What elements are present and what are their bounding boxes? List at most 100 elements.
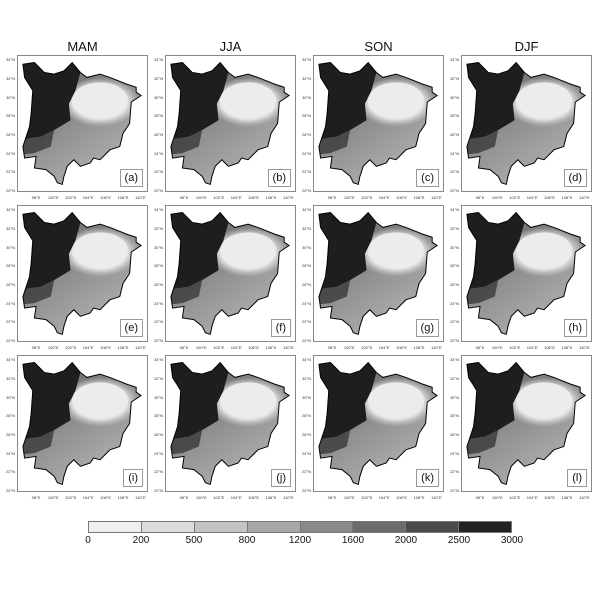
lon-tick-label: 100°E (491, 495, 503, 500)
colorbar-tick-label: 0 (85, 535, 91, 546)
lon-tick-label: 106°E (248, 495, 260, 500)
lon-tick-label: 100°E (491, 345, 503, 350)
lon-tick-label: 106°E (248, 195, 260, 200)
lat-tick-label: 34°N (6, 357, 15, 363)
lat-tick-label: 22°N (450, 319, 459, 325)
lat-tick-label: 20°N (6, 188, 15, 193)
lat-tick-label: 32°N (302, 375, 311, 381)
lat-tick-label: 22°N (154, 319, 163, 325)
panel-label: (h) (563, 319, 587, 337)
lat-tick-label: 34°N (154, 57, 163, 63)
lat-tick-label: 26°N (6, 281, 15, 287)
lat-tick-label: 32°N (154, 75, 163, 81)
colorbar-swatch (406, 522, 460, 532)
lon-tick-label: 106°E (396, 495, 408, 500)
lat-tick-label: 24°N (450, 300, 459, 306)
lon-tick-label: 110°E (431, 495, 442, 500)
panel-label: (j) (271, 469, 291, 487)
colorbar-tick-label: 1600 (341, 535, 365, 546)
lon-tick-label: 100°E (47, 345, 59, 350)
lon-tick-label: 102°E (509, 195, 521, 200)
lon-tick-label: 110°E (431, 345, 442, 350)
colorbar-swatch (459, 522, 511, 532)
map-panel: (l) (461, 355, 592, 492)
column-title: MAM (67, 39, 98, 54)
map-panel: (j) (165, 355, 296, 492)
lat-tick-label: 24°N (302, 300, 311, 306)
lon-tick-label: 100°E (195, 345, 207, 350)
lat-tick-label: 24°N (6, 300, 15, 306)
lon-tick-label: 110°E (135, 195, 146, 200)
lat-tick-label: 30°N (6, 94, 15, 100)
lon-tick-label: 98°E (179, 195, 189, 200)
lon-tick-label: 104°E (230, 345, 242, 350)
lon-tick-label: 100°E (47, 195, 59, 200)
lat-tick-label: 28°N (154, 413, 163, 419)
map-panel: (b) (165, 55, 296, 192)
lon-tick-label: 110°E (283, 345, 294, 350)
colorbar-swatch (141, 522, 195, 532)
map-panel: (d) (461, 55, 592, 192)
lat-tick-label: 32°N (154, 375, 163, 381)
map-panel: (e) (17, 205, 148, 342)
lat-tick-label: 22°N (302, 319, 311, 325)
lat-tick-label: 28°N (6, 113, 15, 119)
lat-tick-label: 30°N (302, 94, 311, 100)
lat-tick-label: 32°N (450, 225, 459, 231)
lat-tick-label: 20°N (6, 338, 15, 343)
map-panel: (h) (461, 205, 592, 342)
lat-tick-label: 22°N (6, 169, 15, 175)
lon-tick-label: 110°E (579, 195, 590, 200)
lat-tick-label: 22°N (450, 469, 459, 475)
lon-tick-label: 108°E (413, 195, 425, 200)
lon-tick-label: 102°E (361, 345, 373, 350)
lon-tick-label: 98°E (327, 495, 337, 500)
lon-tick-label: 98°E (179, 345, 189, 350)
lat-tick-label: 24°N (302, 150, 311, 156)
panel-label: (k) (416, 469, 439, 487)
panel-label: (b) (267, 169, 291, 187)
lon-tick-label: 98°E (31, 195, 41, 200)
lat-tick-label: 26°N (450, 431, 459, 437)
lat-tick-label: 30°N (6, 394, 15, 400)
lat-tick-label: 30°N (302, 394, 311, 400)
lat-tick-label: 22°N (6, 469, 15, 475)
map-panel: (f) (165, 205, 296, 342)
lat-tick-label: 32°N (6, 225, 15, 231)
lon-tick-label: 104°E (378, 345, 390, 350)
panel-label: (f) (270, 319, 291, 337)
lat-tick-label: 22°N (302, 169, 311, 175)
lat-tick-label: 20°N (302, 488, 311, 493)
lat-tick-label: 28°N (302, 113, 311, 119)
lon-tick-label: 106°E (544, 195, 556, 200)
lon-tick-label: 100°E (491, 195, 503, 200)
lon-tick-label: 98°E (327, 345, 337, 350)
lat-tick-label: 34°N (6, 207, 15, 213)
lat-tick-label: 28°N (302, 263, 311, 269)
lat-tick-label: 34°N (154, 357, 163, 363)
lat-tick-label: 24°N (6, 450, 15, 456)
lat-tick-label: 22°N (302, 469, 311, 475)
panel-label: (l) (567, 469, 587, 487)
lat-tick-label: 20°N (6, 488, 15, 493)
lon-tick-label: 98°E (31, 345, 41, 350)
lat-tick-label: 34°N (450, 207, 459, 213)
lon-tick-label: 98°E (327, 195, 337, 200)
lon-tick-label: 106°E (100, 345, 112, 350)
lon-tick-label: 100°E (47, 495, 59, 500)
lat-tick-label: 34°N (450, 57, 459, 63)
lon-tick-label: 104°E (378, 195, 390, 200)
lon-tick-label: 106°E (100, 195, 112, 200)
lat-tick-label: 32°N (450, 75, 459, 81)
lon-tick-label: 102°E (213, 495, 225, 500)
lon-tick-label: 102°E (65, 345, 77, 350)
panel-label: (d) (563, 169, 587, 187)
lon-tick-label: 108°E (561, 495, 573, 500)
lon-tick-label: 108°E (265, 345, 277, 350)
lon-tick-label: 108°E (117, 495, 129, 500)
lon-tick-label: 104°E (378, 495, 390, 500)
lat-tick-label: 20°N (450, 188, 459, 193)
lat-tick-label: 22°N (154, 169, 163, 175)
lat-tick-label: 20°N (154, 188, 163, 193)
panel-label: (e) (119, 319, 143, 337)
